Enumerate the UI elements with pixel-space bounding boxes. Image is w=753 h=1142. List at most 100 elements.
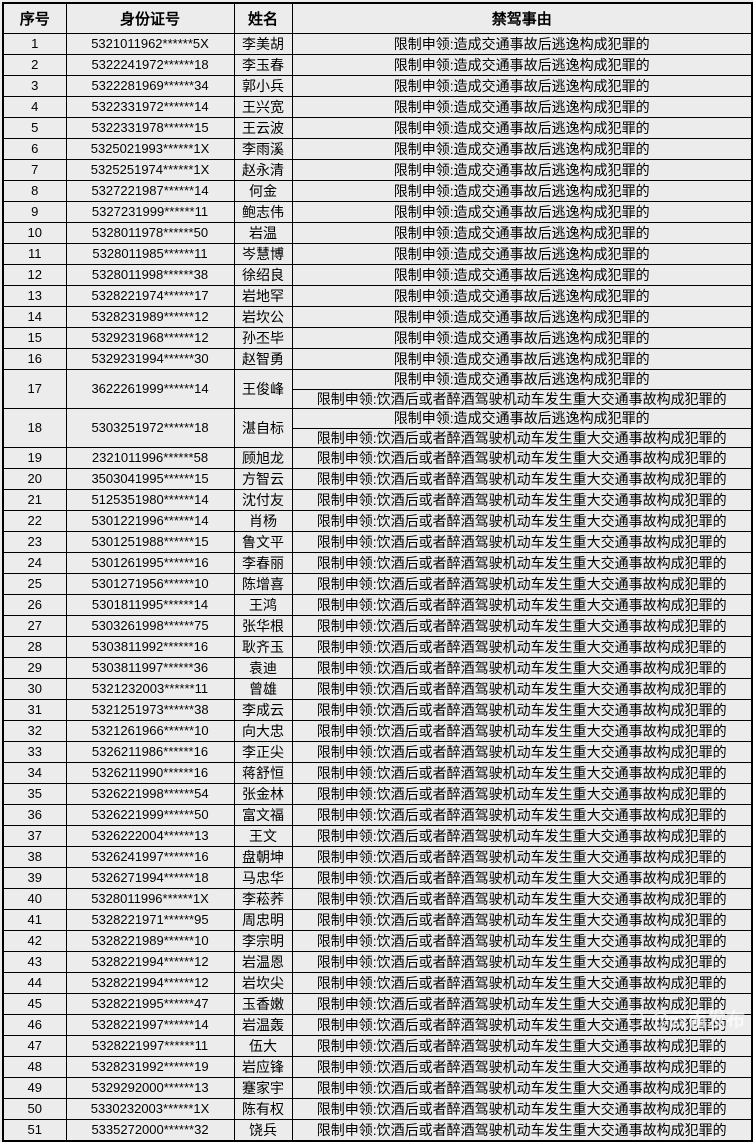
cell-ban-reason: 限制申领:饮酒后或者醉酒驾驶机动车发生重大交通事故构成犯罪的 bbox=[291, 845, 753, 868]
cell-name: 李雨溪 bbox=[233, 137, 293, 160]
cell-name: 岩温恩 bbox=[233, 950, 293, 973]
cell-serial-number: 2 bbox=[2, 53, 67, 76]
cell-serial-number: 1 bbox=[2, 32, 67, 55]
cell-name: 顾旭龙 bbox=[233, 446, 293, 469]
table-row: 20 3503041995******15 方智云 限制申领:饮酒后或者醉酒驾驶机动车… bbox=[2, 467, 753, 490]
cell-ban-reason: 限制申领:造成交通事故后逃逸构成犯罪的 bbox=[291, 263, 753, 286]
cell-serial-number: 32 bbox=[2, 719, 67, 742]
cell-name: 耿齐玉 bbox=[233, 635, 293, 658]
cell-id-number: 5328011978******50 bbox=[65, 221, 235, 244]
cell-id-number: 5322331972******14 bbox=[65, 95, 235, 118]
cell-serial-number: 25 bbox=[2, 572, 67, 595]
cell-ban-reason: 限制申领:饮酒后或者醉酒驾驶机动车发生重大交通事故构成犯罪的 bbox=[291, 698, 753, 721]
table-row: 43 5328221994******12 岩温恩 限制申领:饮酒后或者醉酒驾驶机动车… bbox=[2, 950, 753, 973]
table-row: 5 5322331978******15 王云波 限制申领:造成交通事故后逃逸构成犯罪… bbox=[2, 116, 753, 139]
cell-name: 王云波 bbox=[233, 116, 293, 139]
cell-name: 鲁文平 bbox=[233, 530, 293, 553]
table-row: 48 5328231992******19 岩应锋 限制申领:饮酒后或者醉酒驾驶机动车… bbox=[2, 1055, 753, 1078]
table-row: 41 5328221971******95 周忠明 限制申领:饮酒后或者醉酒驾驶机动车… bbox=[2, 908, 753, 931]
ban-reason-line: 限制申领:饮酒后或者醉酒驾驶机动车发生重大交通事故构成犯罪的 bbox=[293, 388, 751, 408]
table-row: 24 5301261995******16 李春丽 限制申领:饮酒后或者醉酒驾驶机动车… bbox=[2, 551, 753, 574]
table-row: 1 5321011962******5X 李美胡 限制申领:造成交通事故后逃逸构成犯罪… bbox=[2, 32, 753, 55]
cell-serial-number: 19 bbox=[2, 446, 67, 469]
cell-name: 方智云 bbox=[233, 467, 293, 490]
table-body: 1 5321011962******5X 李美胡 限制申领:造成交通事故后逃逸构成犯罪… bbox=[2, 32, 753, 1141]
cell-serial-number: 42 bbox=[2, 929, 67, 952]
cell-serial-number: 49 bbox=[2, 1076, 67, 1099]
cell-name: 岩温轰 bbox=[233, 1013, 293, 1036]
table-row: 7 5325251974******1X 赵永清 限制申领:造成交通事故后逃逸构成犯罪… bbox=[2, 158, 753, 181]
cell-serial-number: 11 bbox=[2, 242, 67, 265]
cell-serial-number: 7 bbox=[2, 158, 67, 181]
header-id-number: 身份证号 bbox=[65, 2, 235, 34]
cell-serial-number: 28 bbox=[2, 635, 67, 658]
cell-serial-number: 44 bbox=[2, 971, 67, 994]
table-row: 12 5328011998******38 徐绍良 限制申领:造成交通事故后逃逸构成犯… bbox=[2, 263, 753, 286]
cell-name: 王俊峰 bbox=[233, 368, 293, 409]
cell-serial-number: 5 bbox=[2, 116, 67, 139]
cell-ban-reason: 限制申领:饮酒后或者醉酒驾驶机动车发生重大交通事故构成犯罪的 bbox=[291, 1076, 753, 1099]
cell-serial-number: 26 bbox=[2, 593, 67, 616]
cell-name: 赵永清 bbox=[233, 158, 293, 181]
cell-name: 蒋舒恒 bbox=[233, 761, 293, 784]
cell-id-number: 5301221996******14 bbox=[65, 509, 235, 532]
cell-id-number: 5326211990******16 bbox=[65, 761, 235, 784]
cell-ban-reason: 限制申领:饮酒后或者醉酒驾驶机动车发生重大交通事故构成犯罪的 bbox=[291, 866, 753, 889]
table-row: 27 5303261998******75 张华根 限制申领:饮酒后或者醉酒驾驶机动车… bbox=[2, 614, 753, 637]
cell-ban-reason: 限制申领:饮酒后或者醉酒驾驶机动车发生重大交通事故构成犯罪的 bbox=[291, 971, 753, 994]
cell-serial-number: 13 bbox=[2, 284, 67, 307]
cell-name: 马忠华 bbox=[233, 866, 293, 889]
cell-id-number: 5328221994******12 bbox=[65, 950, 235, 973]
cell-serial-number: 45 bbox=[2, 992, 67, 1015]
table-row: 25 5301271956******10 陈增喜 限制申领:饮酒后或者醉酒驾驶机动车… bbox=[2, 572, 753, 595]
cell-name: 王鸿 bbox=[233, 593, 293, 616]
cell-id-number: 5328221989******10 bbox=[65, 929, 235, 952]
cell-serial-number: 35 bbox=[2, 782, 67, 805]
cell-ban-reason: 限制申领:饮酒后或者醉酒驾驶机动车发生重大交通事故构成犯罪的 bbox=[291, 887, 753, 910]
cell-id-number: 5322331978******15 bbox=[65, 116, 235, 139]
cell-serial-number: 50 bbox=[2, 1097, 67, 1120]
cell-id-number: 5303251972******18 bbox=[65, 407, 235, 448]
cell-serial-number: 43 bbox=[2, 950, 67, 973]
table-row: 21 5125351980******14 沈付友 限制申领:饮酒后或者醉酒驾驶机动车… bbox=[2, 488, 753, 511]
table-row: 16 5329231994******30 赵智勇 限制申领:造成交通事故后逃逸构成犯… bbox=[2, 347, 753, 370]
cell-serial-number: 18 bbox=[2, 407, 67, 448]
table-row: 46 5328221997******14 岩温轰 限制申领:饮酒后或者醉酒驾驶机动车… bbox=[2, 1013, 753, 1036]
cell-name: 曾雄 bbox=[233, 677, 293, 700]
cell-id-number: 5328221995******47 bbox=[65, 992, 235, 1015]
cell-ban-reason: 限制申领:造成交通事故后逃逸构成犯罪的 bbox=[291, 137, 753, 160]
table-row: 34 5326211990******16 蒋舒恒 限制申领:饮酒后或者醉酒驾驶机动车… bbox=[2, 761, 753, 784]
cell-id-number: 5326271994******18 bbox=[65, 866, 235, 889]
cell-id-number: 5301811995******14 bbox=[65, 593, 235, 616]
cell-name: 李玉春 bbox=[233, 53, 293, 76]
cell-ban-reason: 限制申领:饮酒后或者醉酒驾驶机动车发生重大交通事故构成犯罪的 bbox=[291, 824, 753, 847]
cell-ban-reason: 限制申领:饮酒后或者醉酒驾驶机动车发生重大交通事故构成犯罪的 bbox=[291, 908, 753, 931]
header-ban-reason: 禁驾事由 bbox=[291, 2, 753, 34]
table-row: 33 5326211986******16 李正尖 限制申领:饮酒后或者醉酒驾驶机动车… bbox=[2, 740, 753, 763]
cell-id-number: 5326211986******16 bbox=[65, 740, 235, 763]
cell-ban-reason: 限制申领:造成交通事故后逃逸构成犯罪的 bbox=[291, 284, 753, 307]
table-row: 40 5328011996******1X 李菘荞 限制申领:饮酒后或者醉酒驾驶机动车… bbox=[2, 887, 753, 910]
cell-name: 袁迪 bbox=[233, 656, 293, 679]
cell-ban-reason: 限制申领:饮酒后或者醉酒驾驶机动车发生重大交通事故构成犯罪的 bbox=[291, 509, 753, 532]
cell-name: 王兴宽 bbox=[233, 95, 293, 118]
cell-ban-reason: 限制申领:造成交通事故后逃逸构成犯罪的 bbox=[291, 158, 753, 181]
table-row: 36 5326221999******50 富文福 限制申领:饮酒后或者醉酒驾驶机动车… bbox=[2, 803, 753, 826]
cell-serial-number: 4 bbox=[2, 95, 67, 118]
cell-ban-reason: 限制申领:饮酒后或者醉酒驾驶机动车发生重大交通事故构成犯罪的 bbox=[291, 992, 753, 1015]
cell-name: 伍大 bbox=[233, 1034, 293, 1057]
table-row: 17 3622261999******14 王俊峰 限制申领:造成交通事故后逃逸构成犯… bbox=[2, 368, 753, 409]
cell-ban-reason: 限制申领:饮酒后或者醉酒驾驶机动车发生重大交通事故构成犯罪的 bbox=[291, 929, 753, 952]
cell-serial-number: 29 bbox=[2, 656, 67, 679]
cell-serial-number: 15 bbox=[2, 326, 67, 349]
cell-id-number: 5321011962******5X bbox=[65, 32, 235, 55]
cell-serial-number: 6 bbox=[2, 137, 67, 160]
table-row: 29 5303811997******36 袁迪 限制申领:饮酒后或者醉酒驾驶机动车发… bbox=[2, 656, 753, 679]
cell-name: 湛自标 bbox=[233, 407, 293, 448]
ban-reason-line: 限制申领:饮酒后或者醉酒驾驶机动车发生重大交通事故构成犯罪的 bbox=[293, 427, 751, 447]
table-row: 31 5321251973******38 李成云 限制申领:饮酒后或者醉酒驾驶机动车… bbox=[2, 698, 753, 721]
cell-id-number: 5328221974******17 bbox=[65, 284, 235, 307]
cell-id-number: 5326221998******54 bbox=[65, 782, 235, 805]
cell-ban-reason: 限制申领:饮酒后或者醉酒驾驶机动车发生重大交通事故构成犯罪的 bbox=[291, 488, 753, 511]
